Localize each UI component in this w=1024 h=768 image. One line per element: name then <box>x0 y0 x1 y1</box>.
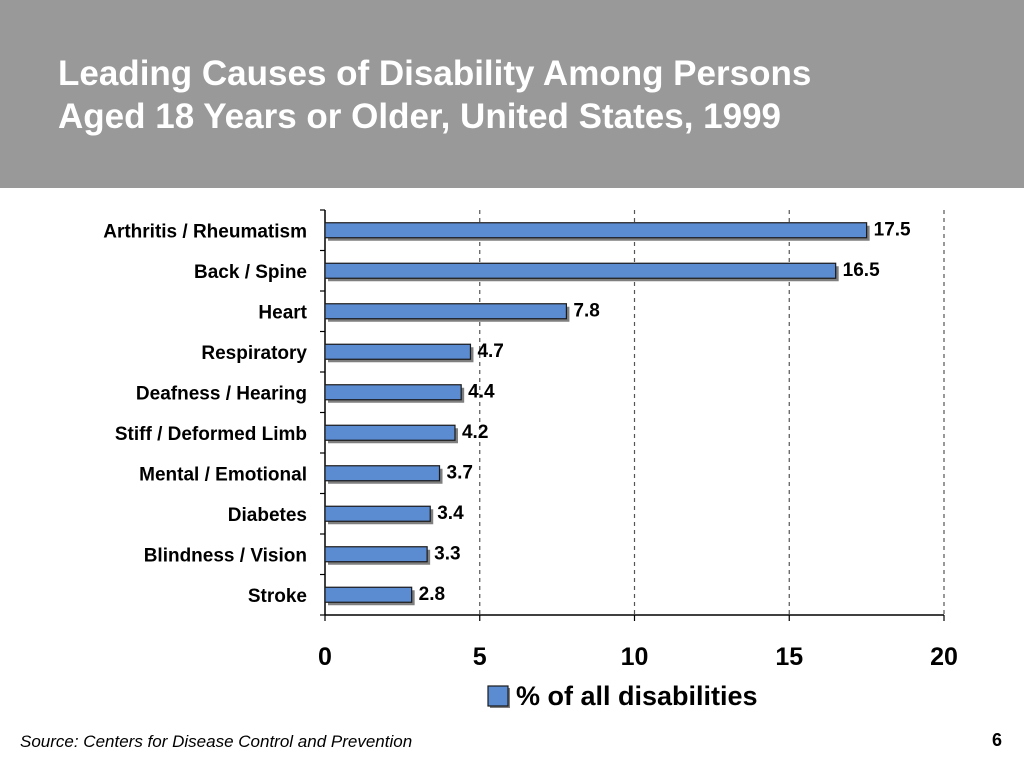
category-label: Mental / Emotional <box>139 464 307 485</box>
title-band <box>0 0 1024 188</box>
category-label: Respiratory <box>201 343 307 364</box>
category-label: Diabetes <box>228 505 307 526</box>
data-label: 16.5 <box>843 260 880 281</box>
bar <box>324 465 441 482</box>
bar <box>324 546 428 563</box>
bar <box>324 222 868 239</box>
legend-label: % of all disabilities <box>516 681 758 711</box>
bar <box>324 303 568 320</box>
data-label: 7.8 <box>573 300 599 321</box>
data-label: 4.4 <box>468 381 495 402</box>
x-tick-label: 15 <box>775 643 803 671</box>
title-line-1: Leading Causes of Disability Among Perso… <box>58 54 812 93</box>
category-label: Stiff / Deformed Limb <box>115 424 307 445</box>
bar <box>324 586 413 603</box>
bar <box>324 424 456 441</box>
data-label: 2.8 <box>419 584 445 605</box>
bar <box>324 343 472 360</box>
x-tick-label: 20 <box>930 643 958 671</box>
data-label: 3.7 <box>447 462 473 483</box>
source-note: Source: Centers for Disease Control and … <box>20 732 413 751</box>
x-tick-label: 10 <box>621 643 649 671</box>
bar <box>324 384 462 401</box>
data-label: 17.5 <box>874 219 911 240</box>
bar <box>324 262 837 279</box>
slide-title: Leading Causes of Disability Among Perso… <box>58 52 978 138</box>
data-label: 4.2 <box>462 422 488 443</box>
data-label: 3.3 <box>434 543 460 564</box>
legend-swatch <box>487 685 509 707</box>
category-label: Deafness / Hearing <box>136 383 307 404</box>
data-label: 4.7 <box>477 341 503 362</box>
bar-chart: 0 5 10 15 20 Arthritis / Rheumatism 17.5 Back /… <box>103 209 958 711</box>
category-label: Heart <box>258 302 307 323</box>
data-label: 3.4 <box>437 503 464 524</box>
category-label: Arthritis / Rheumatism <box>103 221 307 242</box>
category-label: Blindness / Vision <box>144 545 307 566</box>
title-line-2: Aged 18 Years or Older, United States, 1… <box>58 97 782 136</box>
bar <box>324 505 431 522</box>
category-label: Stroke <box>248 586 307 607</box>
x-tick-label: 0 <box>318 643 332 671</box>
category-label: Back / Spine <box>194 262 307 283</box>
page-number: 6 <box>991 730 1002 750</box>
x-tick-label: 5 <box>473 643 487 671</box>
